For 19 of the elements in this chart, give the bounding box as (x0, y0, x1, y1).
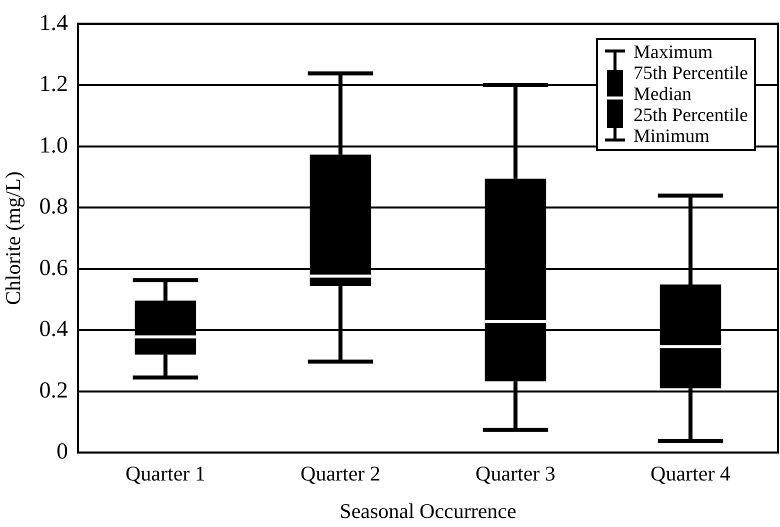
annotation: Maximum (634, 42, 714, 63)
annotation: 25th Percentile (634, 105, 748, 126)
x-tick-label: Quarter 4 (650, 462, 731, 486)
y-tick-label: 0 (56, 438, 68, 464)
x-tick-label: Quarter 3 (476, 462, 556, 486)
annotation: Median (634, 84, 693, 105)
x-tick-label: Quarter 2 (300, 462, 380, 486)
annotation: Minimum (634, 126, 711, 147)
y-axis-title: Chlorite (mg/L) (1, 171, 26, 305)
y-tick-label: 0.4 (39, 316, 68, 342)
y-tick-label: 0.2 (39, 377, 68, 402)
annotation: 75th Percentile (634, 63, 748, 84)
y-tick-label: 1.0 (39, 132, 68, 158)
y-tick-label: 0.8 (39, 194, 68, 219)
x-tick-label: Quarter 1 (126, 462, 206, 486)
y-tick-label: 1.2 (39, 71, 68, 96)
y-tick-label: 0.6 (39, 254, 68, 280)
y-tick-label: 1.4 (39, 10, 68, 35)
x-axis-title: Seasonal Occurrence (340, 498, 516, 523)
